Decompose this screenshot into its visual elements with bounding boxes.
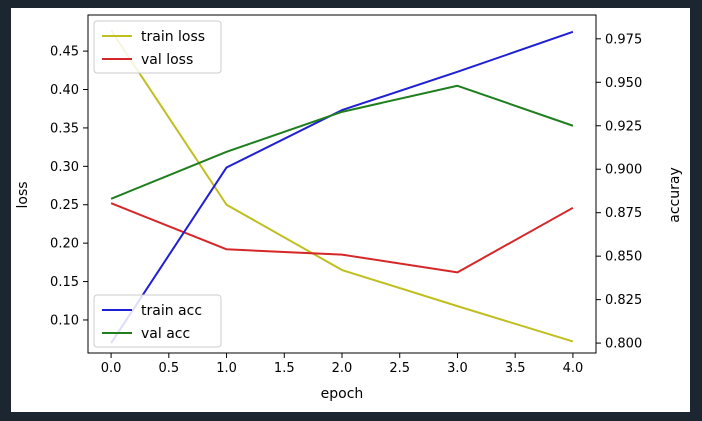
right-y-tick-label: 0.850 [605, 250, 642, 265]
right-y-tick-label: 0.900 [605, 163, 642, 178]
series-layer [110, 29, 574, 344]
x-tick-label: 0.5 [158, 361, 179, 376]
right-y-tick-label: 0.950 [605, 76, 642, 91]
x-tick-label: 1.0 [216, 361, 237, 376]
left-y-axis-label: loss [15, 181, 31, 208]
figure-panel: 0.0 0.5 1.0 1.5 2.0 2.5 3.0 3.5 4.0 0.10 0.15 0.20 0… [11, 8, 690, 412]
right-y-tick-label: 0.975 [605, 32, 642, 47]
legend-upper-left: train loss val loss [93, 20, 222, 74]
left-y-tick-label: 0.10 [50, 313, 79, 328]
left-y-tick-label: 0.40 [50, 83, 79, 98]
legend-label: train loss [141, 29, 205, 45]
x-tick-label: 3.0 [447, 361, 468, 376]
left-y-tick-label: 0.15 [50, 275, 79, 290]
line-chart: 0.0 0.5 1.0 1.5 2.0 2.5 3.0 3.5 4.0 0.10 0.15 0.20 0… [15, 14, 683, 402]
right-y-axis-label: accuray [667, 167, 683, 222]
right-y-tick-label: 0.825 [605, 293, 642, 308]
x-tick-label: 0.0 [101, 361, 122, 376]
right-y-tick-label: 0.875 [605, 206, 642, 221]
x-tick-label: 3.5 [505, 361, 526, 376]
x-tick-label: 1.5 [274, 361, 295, 376]
axes-layer: 0.0 0.5 1.0 1.5 2.0 2.5 3.0 3.5 4.0 0.10 0.15 0.20 0… [50, 32, 642, 376]
right-y-tick-label: 0.925 [605, 119, 642, 134]
left-y-tick-label: 0.25 [50, 198, 79, 213]
legend-label: train acc [141, 303, 202, 319]
legend-label: val loss [141, 52, 193, 68]
left-y-tick-label: 0.20 [50, 237, 79, 252]
x-tick-label: 2.5 [389, 361, 410, 376]
legend-layer: train loss val loss train acc val acc [93, 20, 222, 348]
legend-lower-left: train acc val acc [93, 294, 222, 348]
x-tick-label: 4.0 [563, 361, 584, 376]
x-axis-label: epoch [321, 386, 364, 402]
x-tick-label: 2.0 [332, 361, 353, 376]
right-y-tick-label: 0.800 [605, 337, 642, 352]
left-y-tick-label: 0.30 [50, 160, 79, 175]
left-y-tick-label: 0.45 [50, 45, 79, 60]
left-y-tick-label: 0.35 [50, 121, 79, 136]
legend-label: val acc [141, 326, 190, 342]
